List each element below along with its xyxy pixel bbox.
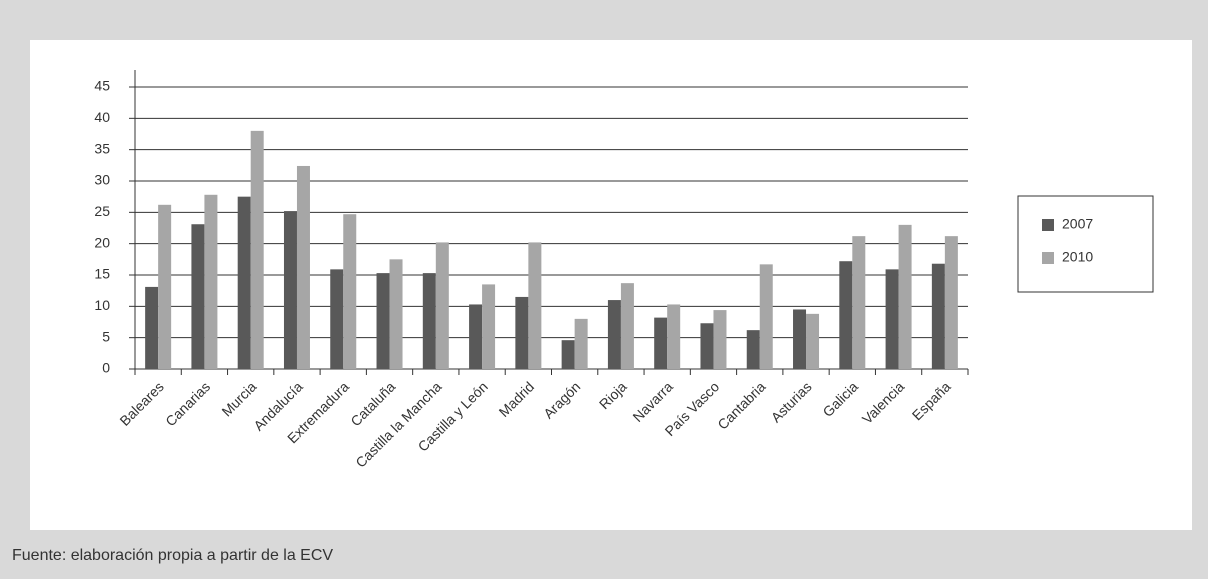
bar: [574, 318, 588, 369]
y-tick-label: 25: [94, 203, 110, 219]
panel: [30, 40, 1192, 530]
legend-label: 2007: [1062, 216, 1093, 232]
y-tick-label: 40: [94, 109, 110, 125]
bar: [145, 286, 159, 369]
source: Fuente: elaboración propia a partir de l…: [12, 547, 333, 564]
bar: [343, 214, 357, 369]
bar: [607, 300, 621, 369]
bar: [191, 224, 205, 369]
legend-label: 2010: [1062, 249, 1093, 265]
bar: [931, 263, 945, 369]
bar: [806, 313, 820, 369]
bar: [746, 330, 760, 369]
y-tick-label: 0: [102, 360, 110, 376]
bar: [528, 242, 542, 369]
bar: [654, 317, 668, 369]
legend-swatch: [1042, 219, 1054, 231]
bar: [759, 264, 773, 369]
bar: [435, 242, 449, 369]
bar: [839, 261, 853, 369]
bar: [296, 165, 310, 369]
bar: [330, 269, 344, 369]
bar: [793, 309, 807, 369]
bar: [667, 304, 681, 369]
bar: [944, 236, 958, 369]
y-tick-label: 5: [102, 328, 110, 344]
bar: [204, 194, 218, 369]
legend-swatch: [1042, 252, 1054, 264]
bar: [700, 323, 714, 369]
bar: [237, 196, 251, 369]
legend-box: [1017, 195, 1154, 293]
bar: [283, 211, 297, 369]
bar: [515, 296, 529, 369]
bar: [620, 283, 634, 369]
bar: [561, 340, 575, 369]
y-tick-label: 10: [94, 297, 110, 313]
bar: [469, 304, 483, 369]
bar: [482, 284, 496, 369]
bar: [376, 273, 390, 369]
bar: [158, 204, 172, 369]
bar: [713, 310, 727, 369]
bar: [852, 236, 866, 369]
y-tick-label: 35: [94, 140, 110, 156]
bar: [885, 269, 899, 369]
bar: [250, 130, 264, 369]
bar: [389, 259, 403, 369]
y-tick-label: 20: [94, 234, 110, 250]
y-tick-label: 30: [94, 172, 110, 188]
y-tick-label: 15: [94, 266, 110, 282]
bar: [422, 273, 436, 369]
y-tick-label: 45: [94, 78, 110, 94]
bar: [898, 224, 912, 369]
